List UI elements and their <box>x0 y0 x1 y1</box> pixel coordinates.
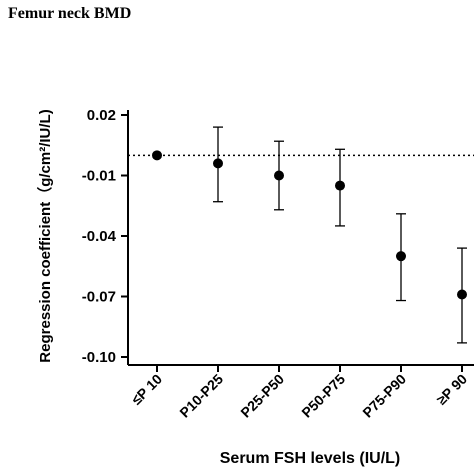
x-tick-label: P25-P50 <box>237 371 287 421</box>
point <box>335 180 345 191</box>
x-tick-label: ≤P 10 <box>128 371 165 408</box>
point <box>213 158 223 169</box>
x-tick-label: P10-P25 <box>176 371 226 421</box>
x-tick-label: P50-P75 <box>298 371 348 421</box>
point <box>396 251 406 262</box>
y-tick-label: 0.02 <box>87 107 116 124</box>
x-axis-label: Serum FSH levels (IU/L) <box>220 450 401 467</box>
y-tick-label: -0.01 <box>82 168 116 185</box>
x-tick-label: P75-P90 <box>359 371 409 421</box>
y-tick-label: -0.10 <box>82 349 116 366</box>
y-axis-label: Regression coefficient（g/cm²/IU/L) <box>36 109 54 362</box>
y-tick-label: -0.07 <box>82 289 116 306</box>
point <box>274 170 284 181</box>
chart-title: Femur neck BMD <box>8 5 131 22</box>
point <box>152 150 162 161</box>
y-tick-label: -0.04 <box>82 228 117 245</box>
point <box>457 289 467 300</box>
x-tick-label: ≥P 90 <box>433 371 470 408</box>
